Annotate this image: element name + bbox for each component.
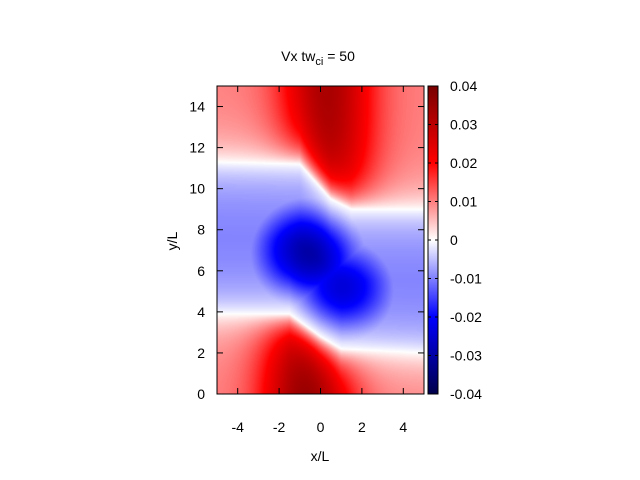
x-tick-label: 4 xyxy=(399,419,407,435)
colorbar-ticks: 0.04 0.03 0.02 0.01 0 -0.01 -0.02 -0.03 -0.04 xyxy=(428,78,482,402)
y-tick-label: 4 xyxy=(197,304,205,320)
x-tick-label: -4 xyxy=(231,419,244,435)
x-axis-label: x/L xyxy=(311,448,330,464)
colorbar-tick-label: 0 xyxy=(450,232,458,248)
y-tick-label: 10 xyxy=(189,181,205,197)
y-tick-label: 8 xyxy=(197,222,205,238)
y-axis-label: y/L xyxy=(164,231,180,250)
colorbar-tick-label: 0.02 xyxy=(450,155,477,171)
colorbar-tick-label: -0.01 xyxy=(450,271,482,287)
y-tick-label: 14 xyxy=(189,99,205,115)
y-tick-label: 2 xyxy=(197,345,205,361)
colorbar-tick-label: 0.03 xyxy=(450,117,477,133)
colorbar-tick-label: -0.02 xyxy=(450,309,482,325)
chart-title: Vx twci = 50 xyxy=(281,48,355,68)
colorbar-tick-label: -0.04 xyxy=(450,386,482,402)
heatmap-canvas xyxy=(217,86,424,394)
y-axis: 0 2 4 6 8 10 12 14 xyxy=(189,99,424,402)
y-tick-label: 12 xyxy=(189,140,205,156)
title-subscript: ci xyxy=(315,56,323,68)
colorbar-tick-label: 0.04 xyxy=(450,78,477,94)
colorbar-tick-label: 0.01 xyxy=(450,194,477,210)
y-tick-label: 0 xyxy=(197,386,205,402)
x-axis: -4 -2 0 2 4 xyxy=(231,86,407,435)
title-prefix: Vx tw xyxy=(281,48,316,64)
x-tick-label: 0 xyxy=(317,419,325,435)
colorbar-tick-label: -0.03 xyxy=(450,348,482,364)
title-suffix: = 50 xyxy=(323,48,355,64)
heatmap-plot-area xyxy=(217,86,424,394)
y-tick-label: 6 xyxy=(197,263,205,279)
x-tick-label: 2 xyxy=(358,419,366,435)
x-tick-label: -2 xyxy=(273,419,286,435)
